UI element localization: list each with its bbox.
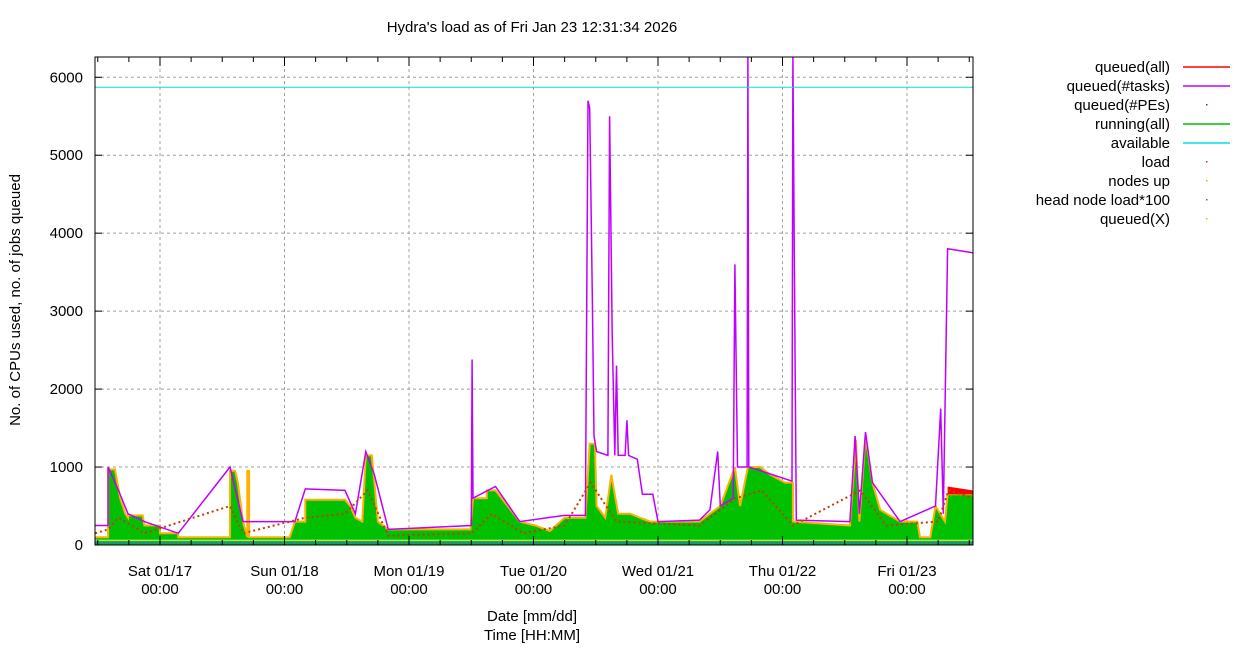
- x-tick-label-time: 00:00: [639, 581, 677, 598]
- y-tick-label: 4000: [50, 225, 83, 242]
- y-tick-label: 6000: [50, 69, 83, 86]
- chart-title: Hydra's load as of Fri Jan 23 12:31:34 2…: [387, 19, 678, 36]
- legend-label: queued(#PEs): [1074, 97, 1170, 114]
- y-tick-label: 0: [75, 537, 83, 554]
- x-axis-label-date: Date [mm/dd]: [487, 608, 577, 625]
- series-queued-tasks-line: [95, 56, 973, 535]
- y-tick-label: 1000: [50, 459, 83, 476]
- grid: [95, 57, 973, 545]
- x-tick-label-date: Fri 01/23: [877, 563, 936, 580]
- legend-label: head node load*100: [1036, 192, 1170, 209]
- x-tick-label-date: Thu 01/22: [749, 563, 817, 580]
- y-tick-label: 2000: [50, 381, 83, 398]
- y-tick-label: 3000: [50, 303, 83, 320]
- x-tick-label-time: 00:00: [266, 581, 304, 598]
- y-tick-label: 5000: [50, 147, 83, 164]
- x-tick-label-time: 00:00: [764, 581, 802, 598]
- legend-swatch: [1206, 218, 1208, 220]
- x-tick-label-time: 00:00: [515, 581, 553, 598]
- legend-label: queued(all): [1095, 59, 1170, 76]
- series-running-all-area: [95, 435, 973, 545]
- legend-label: nodes up: [1108, 173, 1170, 190]
- x-tick-label-date: Sun 01/18: [250, 563, 318, 580]
- data-marks: [94, 56, 974, 545]
- legend-swatch: [1206, 199, 1208, 201]
- legend: queued(all) queued(#tasks) queued(#PEs) run…: [1036, 59, 1230, 228]
- series-queued-all: [947, 486, 973, 495]
- series-load: [94, 480, 974, 537]
- legend-label: queued(#tasks): [1067, 78, 1170, 95]
- x-tick-label-time: 00:00: [888, 581, 926, 598]
- legend-label: available: [1111, 135, 1170, 152]
- x-tick-label-time: 00:00: [390, 581, 428, 598]
- x-tick-label-date: Mon 01/19: [374, 563, 445, 580]
- legend-swatch: [1206, 180, 1208, 182]
- legend-label: running(all): [1095, 116, 1170, 133]
- x-tick-label-date: Sat 01/17: [128, 563, 192, 580]
- x-tick-label-time: 00:00: [141, 581, 179, 598]
- y-axis-label: No. of CPUs used, no. of jobs queued: [7, 174, 24, 426]
- series-queued-x-line: [95, 435, 973, 539]
- x-axis-label-time: Time [HH:MM]: [484, 627, 580, 644]
- x-tick-label-date: Wed 01/21: [622, 563, 694, 580]
- x-tick-label-date: Tue 01/20: [500, 563, 567, 580]
- legend-swatch: [1206, 104, 1208, 106]
- legend-label: queued(X): [1100, 211, 1170, 228]
- legend-swatch: [1206, 161, 1208, 163]
- legend-label: load: [1142, 154, 1170, 171]
